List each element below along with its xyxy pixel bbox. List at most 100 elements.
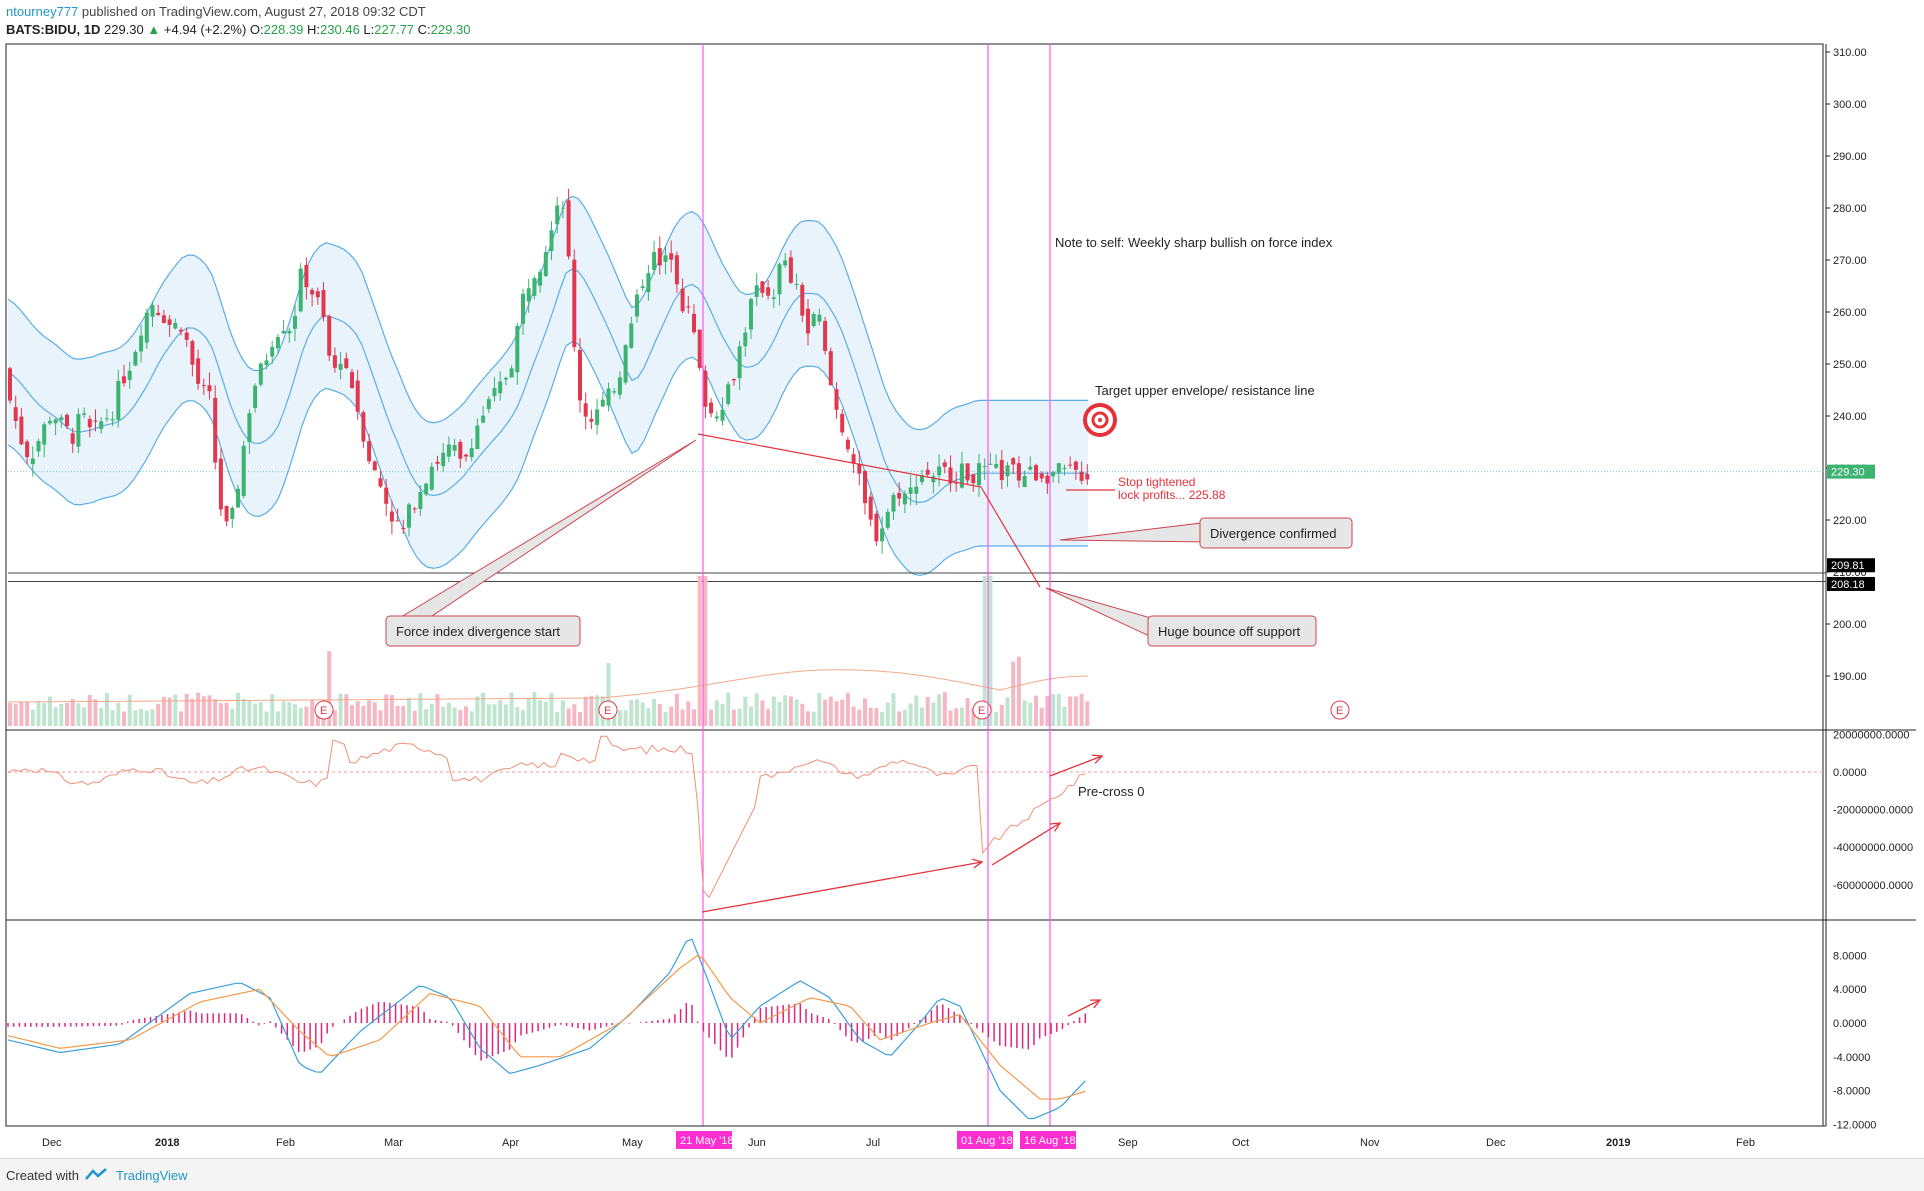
candle-body xyxy=(543,252,548,276)
candle-body xyxy=(93,420,98,422)
volume-bar xyxy=(42,703,47,726)
volume-bar xyxy=(481,692,486,726)
candle-body xyxy=(139,335,144,352)
volume-bar xyxy=(823,699,828,726)
force-rise-arrow xyxy=(991,822,1061,866)
price-axis-tick-label: 190.00 xyxy=(1833,671,1867,683)
volume-bar xyxy=(703,576,708,726)
low-label: L: xyxy=(363,22,375,37)
time-axis-tick-label: Dec xyxy=(1486,1137,1506,1149)
price-change: +4.94 (+2.2%) xyxy=(163,22,247,37)
time-axis-tick-label: 2018 xyxy=(155,1137,179,1149)
volume-bar xyxy=(144,710,149,726)
candle-body xyxy=(942,462,947,467)
volume-bar xyxy=(982,576,987,726)
volume-bar xyxy=(190,698,195,726)
volume-bar xyxy=(82,707,87,726)
volume-bar xyxy=(378,710,383,726)
candle-body xyxy=(674,255,679,285)
volume-bar xyxy=(492,704,497,726)
volume-bar xyxy=(663,711,668,726)
candle-body xyxy=(1073,461,1078,470)
candle-body xyxy=(59,417,64,420)
volume-bar xyxy=(293,704,297,726)
volume-bar xyxy=(572,704,577,726)
volume-bar xyxy=(674,693,679,726)
earnings-marker: E xyxy=(598,700,618,720)
last-price-tag-bg xyxy=(1827,464,1875,479)
note-weekly-force: Note to self: Weekly sharp bullish on fo… xyxy=(1055,235,1333,250)
price-axis-tick-label: 250.00 xyxy=(1833,359,1867,371)
volume-bar xyxy=(247,700,252,726)
candle-body xyxy=(612,391,617,393)
candle-body xyxy=(412,508,417,510)
envelope-fill xyxy=(8,196,1088,576)
volume-bar xyxy=(766,708,771,726)
candle-body xyxy=(583,403,588,417)
candle-body xyxy=(891,494,896,512)
candle-body xyxy=(110,419,115,421)
volume-bar xyxy=(133,710,138,726)
author-link[interactable]: ntourney777 xyxy=(6,4,79,19)
callout-huge-bounce-label: Huge bounce off support xyxy=(1158,624,1301,639)
candle-body xyxy=(731,379,736,381)
volume-bar xyxy=(652,698,657,726)
candle-body xyxy=(652,252,657,270)
force-cross-arrow xyxy=(1049,755,1103,777)
volume-bar xyxy=(327,651,332,726)
candle-body xyxy=(389,511,394,522)
close-label: C: xyxy=(417,22,431,37)
time-axis-tick-label: Oct xyxy=(1232,1137,1249,1149)
candle-body xyxy=(327,315,332,356)
candle-body xyxy=(680,288,685,312)
volume-bar xyxy=(897,711,902,726)
volume-bar xyxy=(800,703,805,726)
volume-bar xyxy=(857,709,862,726)
volume-bar xyxy=(1056,693,1061,726)
candle-body xyxy=(275,337,280,349)
volume-bar xyxy=(515,707,520,726)
volume-bar xyxy=(201,696,206,726)
volume-bar xyxy=(253,703,258,726)
volume-bar xyxy=(589,695,594,726)
macd-axis-tick-label: -4.0000 xyxy=(1833,1052,1870,1064)
candle-body xyxy=(880,528,885,542)
candle-body xyxy=(338,363,343,370)
macd-axis-tick-label: -8.0000 xyxy=(1833,1086,1870,1098)
volume-bar xyxy=(617,709,622,726)
note-stop-tightened: Stop tightened xyxy=(1118,475,1195,489)
volume-bar xyxy=(1051,694,1056,726)
volume-bar xyxy=(549,693,554,726)
volume-ma-line xyxy=(7,669,1089,703)
candle-body xyxy=(971,474,976,484)
volume-bar xyxy=(720,703,725,726)
candle-body xyxy=(686,306,691,308)
candle-body xyxy=(937,466,942,476)
volume-bar xyxy=(851,706,856,726)
volume-bar xyxy=(914,695,919,726)
volume-bar xyxy=(53,707,58,726)
tradingview-brand-link[interactable]: TradingView xyxy=(116,1168,188,1183)
volume-bar xyxy=(281,701,286,726)
callout-divergence-confirmed: Divergence confirmed xyxy=(1059,517,1353,549)
volume-bar xyxy=(475,696,480,726)
volume-bar xyxy=(179,711,183,726)
candle-body xyxy=(885,511,890,528)
volume-bar xyxy=(828,696,833,726)
volume-bar xyxy=(407,697,411,726)
volume-bar xyxy=(709,709,714,726)
candle-body xyxy=(526,288,531,302)
earnings-marker-label: E xyxy=(978,705,985,717)
candle-body xyxy=(161,315,166,324)
date-highlight-tag-bg xyxy=(957,1131,1013,1149)
volume-bar xyxy=(76,703,81,726)
earnings-marker-label: E xyxy=(604,705,611,717)
candle-body xyxy=(994,464,999,468)
volume-bar xyxy=(526,698,531,726)
chart-canvas[interactable]: E E E E 310.00 300.00 290.00 280.00 270.00 260.00… xyxy=(0,0,1924,1158)
candle-body xyxy=(749,299,753,330)
volume-bar xyxy=(612,709,617,726)
candle-body xyxy=(874,513,879,542)
candle-body xyxy=(270,346,275,357)
volume-bar xyxy=(361,705,366,726)
